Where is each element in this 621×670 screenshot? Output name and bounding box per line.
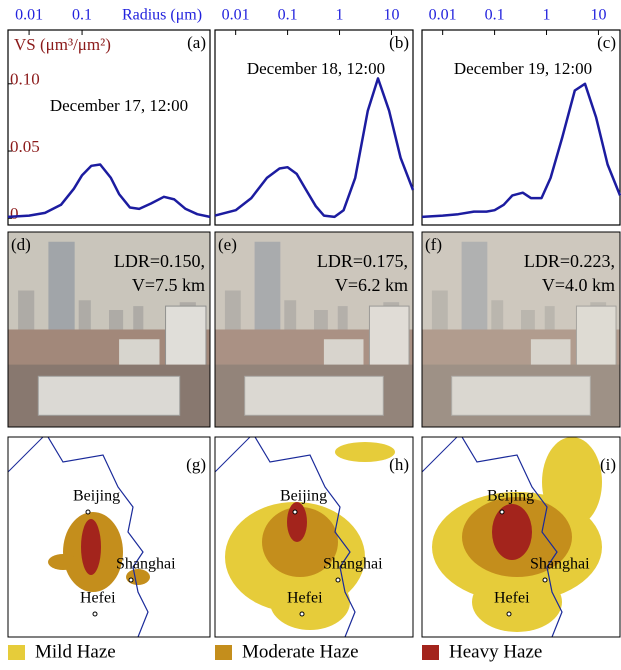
legend-label: Heavy Haze: [449, 641, 542, 662]
city-label: Shanghai: [116, 556, 176, 573]
annotation: December 17, 12:00: [50, 96, 188, 115]
haze-area: [81, 519, 101, 575]
city-label: Beijing: [280, 488, 327, 505]
city-label: Hefei: [80, 590, 116, 607]
y-tick-label: 0.10: [10, 70, 40, 89]
panel-label: (a): [187, 33, 206, 52]
city-label: Shanghai: [323, 556, 383, 573]
legend-swatch: [215, 645, 232, 660]
panel-frame: [8, 30, 210, 225]
ldr-text: LDR=0.150,: [114, 251, 205, 271]
x-tick-label: 0.1: [278, 7, 298, 24]
city-dot: [93, 612, 97, 616]
panel-label: (f): [425, 235, 442, 254]
ldr-text: LDR=0.223,: [524, 251, 615, 271]
x-tick-label: 1: [543, 7, 551, 24]
haze-area: [48, 554, 78, 570]
map: [8, 437, 210, 637]
x-tick-label: 0.1: [72, 7, 92, 24]
panel-label: (e): [218, 235, 237, 254]
figure: 0.010.100.050.10Radius (μm)VS (μm³/μm²)(…: [0, 0, 621, 665]
legend-label: Mild Haze: [35, 641, 116, 662]
city-dot: [300, 612, 304, 616]
panel-label: (g): [186, 455, 206, 474]
x-axis-title: Radius (μm): [122, 7, 202, 24]
haze-area: [287, 502, 307, 542]
panel-label: (d): [11, 235, 31, 254]
city-dot: [336, 578, 340, 582]
city-dot: [129, 578, 133, 582]
city-dot: [293, 510, 297, 514]
legend-swatch: [422, 645, 439, 660]
x-tick-label: 10: [590, 7, 606, 24]
legend-label: Moderate Haze: [242, 641, 359, 662]
ldr-text: LDR=0.175,: [317, 251, 408, 271]
annotation: December 19, 12:00: [454, 59, 592, 78]
x-tick-label: 0.01: [222, 7, 250, 24]
x-tick-label: 0.01: [429, 7, 457, 24]
y-tick-label: 0.05: [10, 137, 40, 156]
city-dot: [500, 510, 504, 514]
panel-label: (c): [597, 33, 616, 52]
x-tick-label: 0.1: [485, 7, 505, 24]
visibility-text: V=6.2 km: [335, 275, 408, 295]
panel-label: (h): [389, 455, 409, 474]
city-label: Beijing: [487, 488, 534, 505]
haze-area: [335, 442, 395, 462]
x-tick-label: 10: [383, 7, 399, 24]
panel-label: (b): [389, 33, 409, 52]
y-axis-title: VS (μm³/μm²): [14, 35, 111, 54]
city-label: Hefei: [287, 590, 323, 607]
y-tick-label: 0: [10, 204, 19, 223]
city-dot: [543, 578, 547, 582]
visibility-text: V=7.5 km: [132, 275, 205, 295]
annotation: December 18, 12:00: [247, 59, 385, 78]
map: [422, 437, 620, 637]
map: [215, 437, 413, 637]
x-tick-label: 1: [336, 7, 344, 24]
visibility-text: V=4.0 km: [542, 275, 615, 295]
legend-swatch: [8, 645, 25, 660]
haze-area: [492, 504, 532, 560]
city-dot: [507, 612, 511, 616]
city-label: Beijing: [73, 488, 120, 505]
panel-label: (i): [600, 455, 616, 474]
city-label: Hefei: [494, 590, 530, 607]
city-label: Shanghai: [530, 556, 590, 573]
x-tick-label: 0.01: [15, 7, 43, 24]
city-dot: [86, 510, 90, 514]
